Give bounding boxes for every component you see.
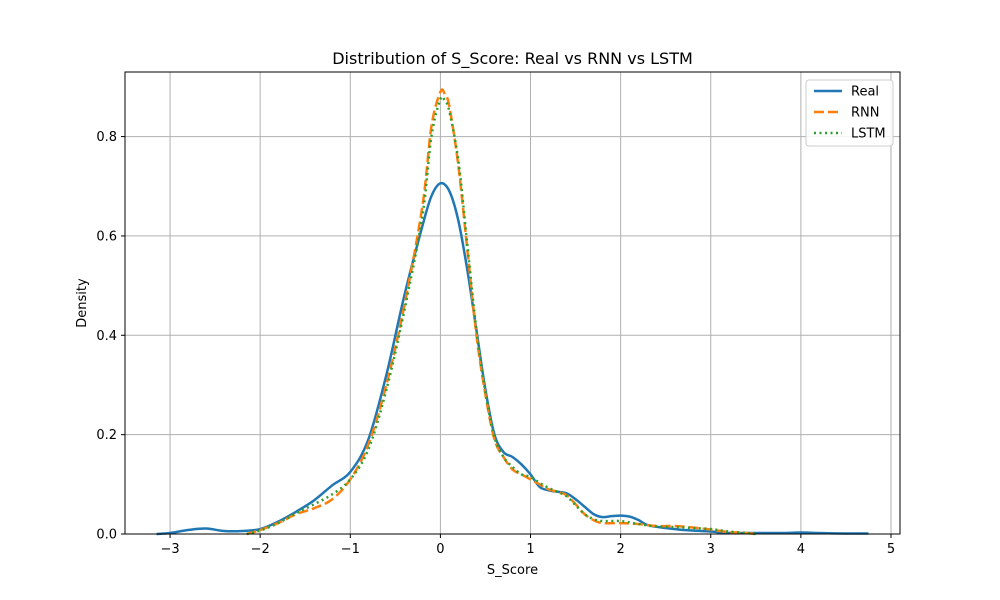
series-line-lstm (246, 95, 756, 536)
legend-label-lstm: LSTM (851, 127, 886, 142)
legend-box (805, 79, 894, 147)
series-lines (156, 88, 869, 536)
y-tick-label: 0.2 (96, 428, 117, 443)
x-tick-label: 0 (436, 542, 444, 557)
x-tick-label: −1 (341, 542, 360, 557)
series-line-real (156, 181, 869, 536)
y-tick-label: 0.6 (96, 229, 117, 244)
x-tick-label: 4 (797, 542, 805, 557)
x-tick-label: 3 (707, 542, 715, 557)
y-tick-label: 0.0 (96, 528, 117, 543)
legend-label-rnn: RNN (851, 106, 879, 121)
y-tick-label: 0.8 (96, 130, 117, 145)
x-axis-label: S_Score (487, 563, 538, 578)
x-tick-label: 1 (526, 542, 534, 557)
x-tick-label: −3 (160, 542, 179, 557)
legend: Real RNN LSTM (805, 79, 894, 147)
axis-ticks: −3 −2 −1 0 1 2 3 4 5 0.0 0.2 0.4 0.6 0.8 (96, 130, 895, 557)
y-tick-label: 0.4 (96, 329, 117, 344)
legend-label-real: Real (851, 85, 879, 100)
plot-frame (124, 71, 901, 535)
x-tick-label: −2 (251, 542, 270, 557)
chart-title: Distribution of S_Score: Real vs RNN vs … (332, 49, 693, 69)
x-tick-label: 5 (887, 542, 895, 557)
x-tick-label: 2 (616, 542, 624, 557)
y-axis-label: Density (75, 278, 90, 328)
